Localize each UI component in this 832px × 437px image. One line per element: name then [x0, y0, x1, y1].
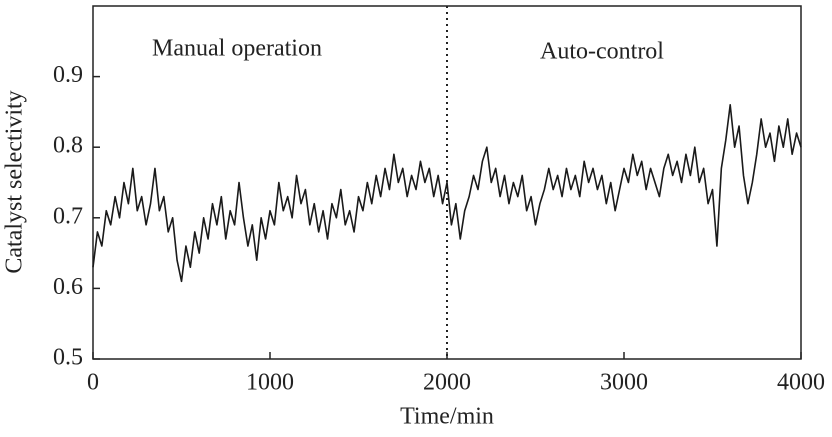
x-tick-label: 2000 [423, 370, 471, 396]
annotation: Manual operation [152, 36, 322, 62]
x-tick-label: 4000 [777, 370, 825, 396]
x-axis-label: Time/min [400, 404, 494, 430]
annotation: Auto-control [540, 39, 664, 65]
y-tick-label: 0.6 [53, 274, 83, 300]
y-axis-label: Catalyst selectivity [2, 90, 28, 273]
data-line [92, 104, 802, 283]
x-tick-label: 3000 [600, 370, 648, 396]
y-tick-label: 0.9 [53, 62, 83, 88]
x-tick-label: 1000 [246, 370, 294, 396]
x-tick-label: 0 [87, 370, 99, 396]
y-tick-label: 0.5 [53, 345, 83, 371]
y-tick-label: 0.8 [53, 133, 83, 159]
y-tick-label: 0.7 [53, 203, 83, 229]
